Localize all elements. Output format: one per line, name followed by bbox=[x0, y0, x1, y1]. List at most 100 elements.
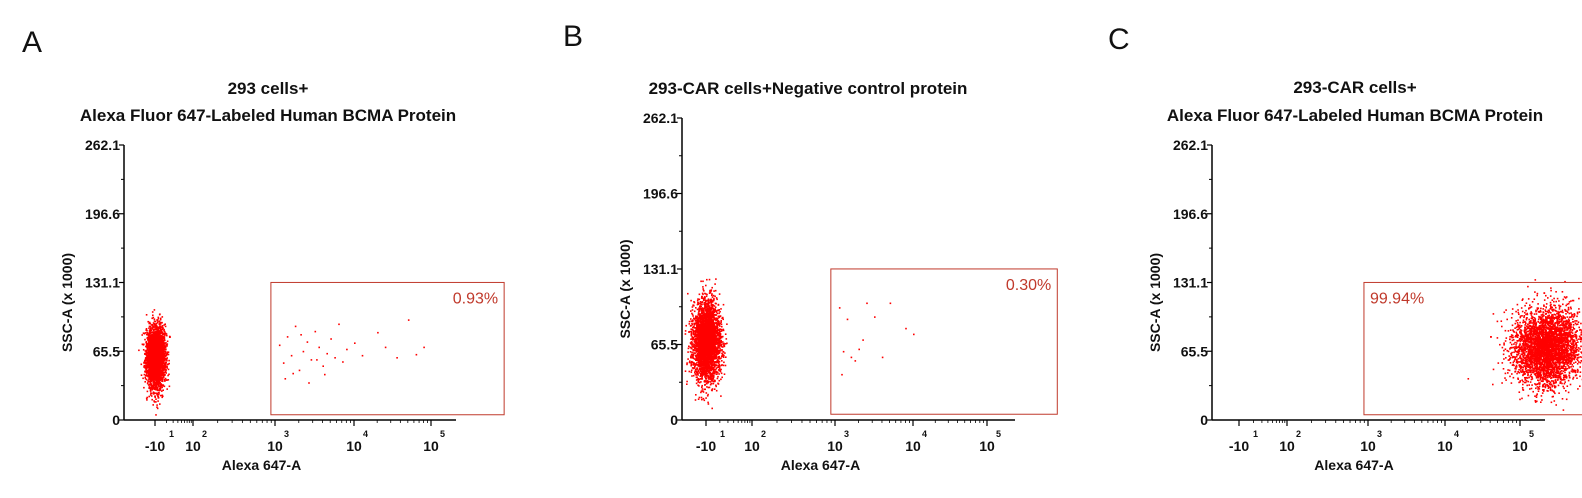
event-point bbox=[167, 351, 170, 353]
event-point bbox=[158, 326, 161, 328]
event-point bbox=[160, 372, 162, 374]
event-point bbox=[326, 352, 328, 355]
event-point bbox=[154, 343, 156, 345]
x-tick-exponent: 2 bbox=[202, 429, 207, 439]
event-point bbox=[144, 366, 146, 368]
event-point bbox=[147, 320, 149, 323]
event-point bbox=[146, 336, 149, 339]
event-point bbox=[166, 388, 168, 390]
x-tick-exponent: 5 bbox=[440, 429, 445, 439]
event-point bbox=[150, 383, 153, 385]
event-point bbox=[145, 314, 148, 316]
event-point bbox=[148, 372, 151, 375]
event-point bbox=[691, 351, 693, 354]
event-point bbox=[152, 367, 155, 370]
event-point bbox=[149, 381, 152, 384]
event-point bbox=[143, 386, 145, 389]
event-point bbox=[163, 328, 165, 331]
event-point bbox=[158, 362, 160, 365]
event-point bbox=[153, 318, 156, 320]
event-point bbox=[148, 380, 150, 383]
event-point bbox=[147, 335, 150, 337]
event-point bbox=[148, 369, 150, 371]
event-point bbox=[354, 342, 356, 344]
event-point bbox=[161, 321, 163, 324]
event-point bbox=[155, 401, 157, 403]
event-point bbox=[163, 336, 166, 338]
x-tick-label: 10 bbox=[423, 438, 439, 454]
event-point bbox=[154, 386, 157, 389]
event-point bbox=[164, 363, 166, 366]
event-point bbox=[149, 322, 152, 325]
event-point bbox=[164, 332, 166, 335]
event-point bbox=[168, 385, 171, 388]
event-point bbox=[155, 398, 157, 400]
event-point bbox=[150, 339, 153, 342]
event-point bbox=[157, 359, 160, 361]
event-point bbox=[155, 350, 158, 353]
event-point bbox=[155, 414, 157, 416]
event-point bbox=[163, 359, 165, 361]
event-point bbox=[157, 400, 159, 402]
event-point bbox=[694, 399, 697, 401]
event-point bbox=[151, 366, 154, 368]
event-point bbox=[154, 320, 157, 323]
event-point bbox=[145, 365, 147, 367]
event-point bbox=[163, 329, 165, 332]
event-point bbox=[718, 379, 721, 382]
event-point bbox=[162, 341, 164, 343]
panel-label: B bbox=[563, 20, 583, 53]
event-point bbox=[161, 316, 164, 318]
chart-title-line: 293 cells+ bbox=[228, 79, 309, 98]
event-point bbox=[147, 384, 150, 386]
event-point bbox=[167, 374, 169, 377]
x-axis-label: Alexa 647-A bbox=[222, 457, 301, 473]
event-point bbox=[702, 397, 705, 400]
event-point bbox=[156, 331, 158, 333]
event-point bbox=[415, 353, 418, 356]
event-point bbox=[712, 382, 715, 385]
event-point bbox=[164, 350, 166, 353]
event-point bbox=[150, 327, 152, 330]
event-point bbox=[706, 278, 708, 281]
event-point bbox=[145, 397, 148, 400]
event-point bbox=[316, 359, 318, 361]
event-point bbox=[163, 339, 166, 341]
event-point bbox=[147, 339, 149, 341]
event-point bbox=[722, 364, 725, 367]
event-point bbox=[161, 355, 163, 357]
event-point bbox=[157, 369, 160, 371]
event-point bbox=[146, 382, 149, 385]
event-point bbox=[149, 364, 151, 367]
event-point bbox=[160, 358, 163, 360]
event-point bbox=[310, 359, 313, 361]
event-point bbox=[148, 329, 151, 331]
event-point bbox=[164, 370, 167, 373]
event-point bbox=[158, 338, 160, 341]
event-point bbox=[153, 359, 156, 362]
event-point bbox=[148, 386, 151, 388]
event-point bbox=[155, 322, 158, 325]
event-point bbox=[165, 351, 167, 354]
event-point bbox=[162, 332, 165, 335]
event-point bbox=[161, 336, 164, 338]
event-point bbox=[158, 382, 160, 385]
event-point bbox=[151, 373, 153, 375]
event-point bbox=[158, 376, 161, 379]
event-point bbox=[150, 329, 153, 332]
event-point bbox=[163, 369, 166, 371]
event-point bbox=[423, 346, 425, 349]
event-point bbox=[701, 386, 703, 388]
event-point bbox=[161, 346, 164, 349]
event-point bbox=[162, 372, 164, 374]
event-point bbox=[153, 309, 156, 311]
event-point bbox=[146, 399, 148, 401]
event-point bbox=[149, 390, 152, 392]
event-point bbox=[157, 345, 160, 348]
event-point bbox=[150, 370, 153, 372]
event-point bbox=[690, 318, 692, 320]
event-point bbox=[158, 336, 161, 339]
event-point bbox=[166, 343, 169, 345]
event-point bbox=[154, 376, 157, 378]
event-point bbox=[142, 332, 145, 334]
